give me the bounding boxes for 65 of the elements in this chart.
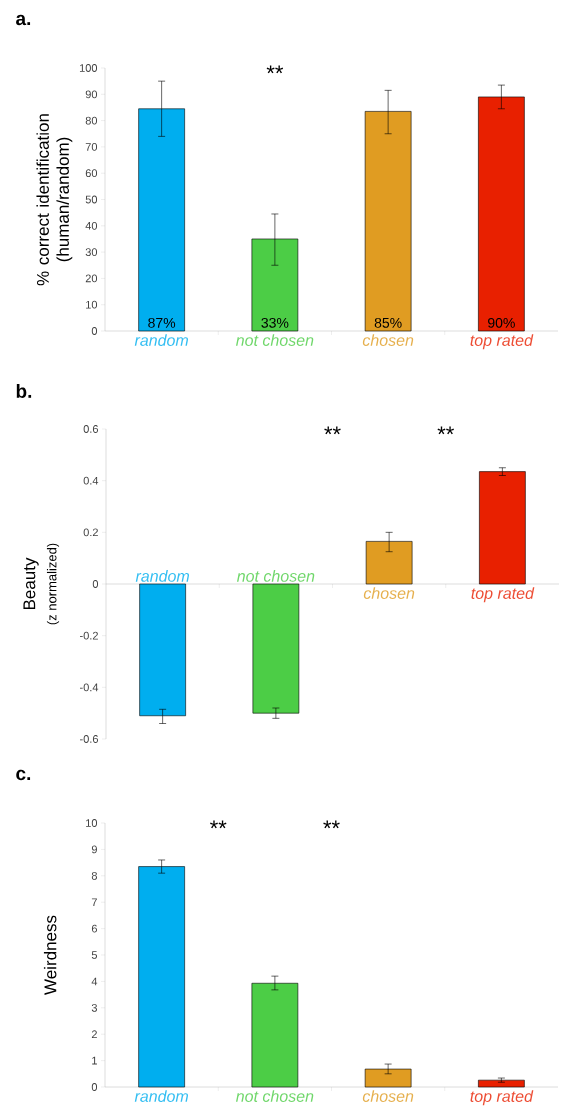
y-axis-title: Weirdness — [43, 915, 57, 995]
annotation: ** — [324, 426, 341, 435]
x-tick-label: top rated — [470, 1090, 534, 1106]
bar — [251, 982, 299, 1088]
annotation: 90% — [488, 317, 515, 328]
bar — [364, 1068, 412, 1088]
y-tick-label: 50 — [85, 195, 98, 204]
y-tick-label: 60 — [85, 169, 98, 178]
x-tick-label: chosen — [363, 587, 415, 599]
y-tick-label: 6 — [91, 924, 97, 933]
x-tick-label: random — [135, 570, 190, 582]
x-tick-label: not chosen — [237, 570, 315, 582]
chart-title: b. — [16, 384, 32, 398]
y-tick-label: 1 — [92, 1056, 97, 1065]
y-tick-label: 8 — [91, 871, 97, 880]
y-tick-label: 4 — [91, 977, 98, 986]
y-axis-title: Beauty — [23, 557, 39, 610]
x-tick-label: top rated — [470, 334, 534, 350]
bar — [479, 471, 526, 585]
y-tick-label: 0.4 — [83, 476, 99, 485]
y-tick-label: 20 — [85, 274, 98, 283]
y-tick-label: 100 — [79, 64, 98, 72]
y-tick-label: 2 — [91, 1030, 97, 1039]
y-tick-label: 5 — [91, 951, 98, 959]
x-tick-label: chosen — [362, 334, 414, 346]
annotation: 87% — [148, 317, 176, 328]
bar — [478, 1079, 525, 1088]
y-tick-label: 10 — [86, 300, 98, 309]
y-tick-label: 9 — [91, 845, 97, 854]
annotation: 85% — [374, 317, 402, 328]
x-tick-label: not chosen — [236, 334, 314, 346]
y-tick-label: 30 — [85, 248, 98, 256]
x-tick-label: chosen — [362, 1090, 414, 1102]
annotation: 33% — [261, 317, 289, 328]
chart-title: a. — [16, 14, 31, 26]
y-tick-label: 0.6 — [83, 425, 98, 433]
y-tick-label: 0 — [91, 327, 98, 335]
y-tick-label: 70 — [85, 143, 98, 151]
y-tick-label: 40 — [85, 221, 98, 230]
bar — [252, 583, 300, 714]
x-tick-label: random — [134, 334, 189, 346]
y-tick-label: 80 — [85, 116, 98, 125]
y-axis-title: % correct identification (human/random) — [36, 114, 73, 286]
text: (z normalized) — [46, 543, 60, 625]
bar — [365, 541, 413, 585]
x-tick-label: top rated — [471, 587, 535, 603]
x-tick-label: not chosen — [236, 1090, 314, 1102]
y-tick-label: -0.2 — [80, 631, 98, 640]
x-tick-label: random — [134, 1090, 189, 1102]
y-tick-label: 3 — [91, 1003, 97, 1012]
bar — [139, 583, 186, 717]
y-tick-label: 7 — [91, 898, 97, 906]
annotation: ** — [437, 426, 454, 435]
annotation: ** — [266, 65, 284, 74]
y-tick-label: 10 — [86, 819, 98, 827]
bar — [364, 111, 412, 332]
y-tick-label: 0 — [91, 1083, 98, 1091]
y-tick-label: -0.6 — [80, 735, 98, 743]
y-tick-label: 0 — [92, 580, 99, 588]
chart-title: c. — [16, 769, 31, 781]
y-tick-label: -0.4 — [80, 683, 99, 692]
annotation: ** — [210, 820, 227, 829]
y-tick-label: 0.2 — [83, 528, 98, 537]
y-tick-label: 90 — [85, 90, 98, 99]
annotation: ** — [323, 820, 340, 829]
